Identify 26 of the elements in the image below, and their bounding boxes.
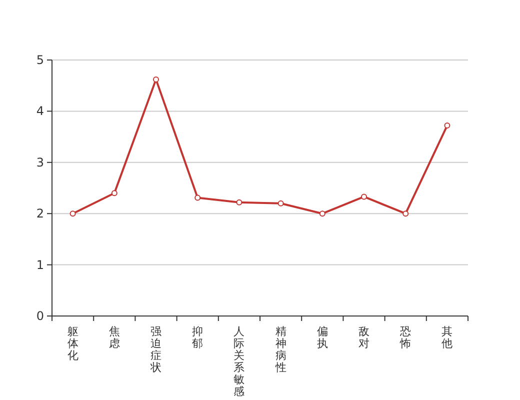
- x-tick-label: 敌对: [358, 325, 370, 350]
- x-tick-label: 偏执: [316, 325, 328, 350]
- x-tick-label: 恐怖: [399, 325, 412, 350]
- x-tick-label: 其他: [442, 325, 453, 350]
- y-tick-label: 2: [36, 206, 44, 221]
- point: [444, 122, 450, 129]
- x-tick-label: 精神病性: [274, 325, 286, 374]
- point: [70, 210, 76, 217]
- point: [236, 199, 242, 206]
- x-tick-label: 躯体化: [67, 325, 78, 362]
- y-tick-label: 3: [36, 155, 44, 170]
- y-tick-label: 0: [36, 309, 44, 323]
- point: [153, 76, 159, 82]
- y-tick-label: 5: [36, 53, 44, 67]
- point: [278, 200, 284, 206]
- point: [402, 210, 409, 217]
- x-tick-label: 抑郁: [192, 325, 204, 350]
- y-tick-label: 4: [36, 104, 44, 118]
- x-tick-label: 强迫症状: [150, 325, 162, 374]
- x-tick-label: 人际关系敏感: [234, 325, 245, 398]
- y-tick-label: 1: [36, 258, 44, 272]
- point: [361, 194, 367, 200]
- point: [111, 190, 118, 196]
- point: [194, 194, 201, 201]
- point: [319, 210, 326, 217]
- x-tick-label: 焦虑: [108, 325, 120, 350]
